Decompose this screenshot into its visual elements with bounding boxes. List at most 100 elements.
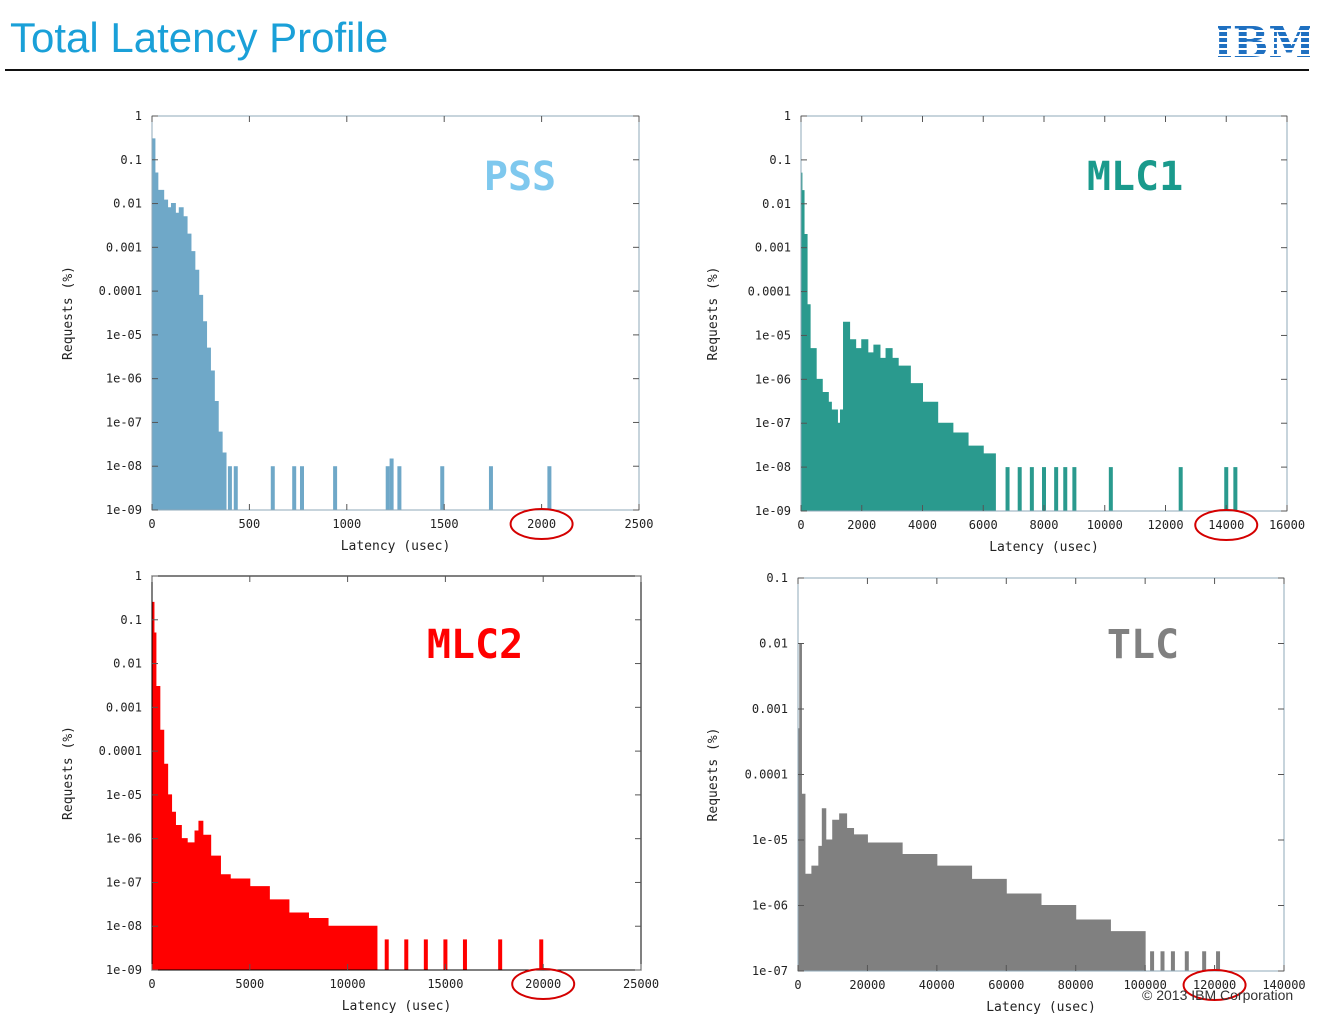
mlc2-y-tick-label: 1e-06 (106, 832, 142, 846)
tlc-y-tick-label: 1e-05 (752, 833, 788, 847)
mlc2-x-tick-label: 10000 (330, 977, 366, 991)
pss-y-tick-label: 1e-05 (106, 328, 142, 342)
mlc2-y-tick-label: 1e-07 (106, 875, 142, 889)
mlc1-y-tick-label: 0.0001 (748, 285, 791, 299)
tlc-outlier-bar (1150, 951, 1155, 971)
pss-outlier-bar (389, 458, 394, 510)
mlc1-x-tick-label: 12000 (1147, 518, 1183, 532)
mlc2-outlier-bar (384, 939, 389, 970)
ibm-logo: IBM (1218, 20, 1310, 60)
mlc2-outlier-bar (443, 939, 448, 970)
mlc2-x-axis-title: Latency (usec) (342, 999, 452, 1014)
ibm-logo-text: IBM (1218, 20, 1310, 60)
mlc1-outlier-bar (1042, 467, 1046, 511)
pss-chart-label: PSS (484, 154, 556, 200)
page-title: Total Latency Profile (10, 14, 389, 61)
pss-y-tick-label: 1e-07 (106, 415, 142, 429)
pss-y-tick-label: 0.001 (106, 240, 142, 254)
mlc1-histogram-area (800, 172, 996, 512)
mlc2-plot-frame (151, 575, 642, 971)
mlc1-outlier-bar (1108, 467, 1113, 511)
mlc2-y-tick-label: 0.01 (113, 657, 142, 671)
mlc1-x-tick-label: 2000 (847, 518, 876, 532)
mlc2-y-tick-label: 1e-08 (106, 919, 142, 933)
tlc-highlight-circle (1182, 969, 1247, 1001)
mlc1-x-tick-label: 4000 (908, 518, 937, 532)
pss-outlier-bar (488, 466, 493, 510)
tlc-x-tick-label: 40000 (919, 978, 955, 992)
mlc2-x-tick-label: 15000 (427, 977, 463, 991)
mlc2-y-tick-label: 1e-05 (106, 788, 142, 802)
pss-outlier-bar (270, 466, 275, 510)
tlc-x-tick-label: 20000 (849, 978, 885, 992)
pss-y-axis-title: Requests (%) (61, 266, 76, 360)
title-divider (5, 69, 1309, 71)
pss-outlier-bar (440, 466, 445, 510)
pss-x-tick-label: 500 (239, 517, 261, 531)
tlc-y-tick-label: 0.001 (752, 702, 788, 716)
mlc2-outlier-bar (539, 939, 544, 970)
mlc1-y-tick-label: 0.001 (755, 241, 791, 255)
tlc-y-tick-label: 0.01 (759, 637, 788, 651)
tlc-x-tick-label: 80000 (1058, 978, 1094, 992)
tlc-outlier-bar (1202, 951, 1207, 971)
tlc-x-tick-label: 100000 (1123, 978, 1166, 992)
tlc-x-tick-label: 140000 (1262, 978, 1305, 992)
pss-y-tick-label: 1e-09 (106, 503, 142, 517)
chart-tlc: 0.1 0.01 0.001 0.0001 1e-05 1e-06 1e-07 0 20000 4… (706, 571, 1306, 1015)
mlc2-chart-label: MLC2 (427, 622, 523, 668)
pss-outlier-bar (333, 466, 338, 510)
tlc-outlier-bar (1184, 951, 1189, 971)
mlc1-outlier-bar (1054, 467, 1059, 511)
mlc2-y-axis-title: Requests (%) (61, 726, 76, 820)
tlc-x-tick-label: 120000 (1193, 978, 1236, 992)
mlc1-y-axis-title: Requests (%) (706, 267, 721, 361)
pss-outlier-bar (547, 466, 552, 510)
mlc1-x-tick-label: 14000 (1208, 518, 1244, 532)
pss-x-axis-title: Latency (usec) (341, 539, 451, 554)
mlc2-y-tick-label: 0.0001 (99, 744, 142, 758)
pss-y-tick-label: 1e-08 (106, 459, 142, 473)
mlc1-outlier-bar (1029, 467, 1034, 511)
pss-histogram-area (151, 138, 227, 511)
mlc2-y-tick-label: 1e-09 (106, 963, 142, 977)
mlc2-highlight-circle (511, 968, 576, 1000)
copyright-footer: © 2013 IBM Corporation (1142, 987, 1294, 1003)
mlc1-outlier-bar (1224, 467, 1229, 511)
tlc-y-tick-label: 1e-06 (752, 899, 788, 913)
mlc1-outlier-bar (1233, 467, 1238, 511)
mlc1-x-tick-label: 16000 (1269, 518, 1305, 532)
pss-x-tick-label: 1500 (430, 517, 459, 531)
mlc1-y-tick-label: 1e-08 (755, 460, 791, 474)
tlc-outlier-bar (1160, 951, 1165, 971)
mlc2-outlier-bar (498, 939, 503, 970)
mlc1-outlier-bar (1178, 467, 1183, 511)
tlc-histogram-area (797, 643, 1146, 972)
tlc-x-tick-label: 60000 (988, 978, 1024, 992)
mlc2-x-tick-label: 5000 (235, 977, 264, 991)
pss-outlier-bar (233, 466, 238, 510)
mlc2-outlier-bar (462, 939, 467, 970)
chart-pss: 1 0.1 0.01 0.001 0.0001 1e-05 1e-06 1e-07 1e-08 1… (61, 109, 653, 554)
tlc-y-axis-title: Requests (%) (706, 728, 721, 822)
mlc1-y-tick-label: 1e-07 (755, 416, 791, 430)
chart-mlc1: 1 0.1 0.01 0.001 0.0001 1e-05 1e-06 1e-07 1e-08 1… (706, 109, 1305, 555)
mlc1-chart-label: MLC1 (1087, 154, 1183, 200)
mlc1-outlier-bar (1017, 467, 1022, 511)
tlc-y-tick-label: 0.0001 (745, 768, 788, 782)
pss-y-tick-label: 1 (135, 109, 142, 123)
pss-y-tick-label: 0.0001 (99, 284, 142, 298)
mlc1-y-tick-label: 0.01 (762, 197, 791, 211)
mlc1-x-tick-label: 6000 (969, 518, 998, 532)
pss-y-tick-label: 1e-06 (106, 372, 142, 386)
pss-outlier-bar (227, 466, 232, 510)
mlc2-y-tick-label: 1 (135, 569, 142, 583)
mlc1-y-tick-label: 1e-05 (755, 328, 791, 342)
mlc1-x-axis-title: Latency (usec) (989, 540, 1099, 555)
mlc1-outlier-bar (1005, 467, 1010, 511)
pss-plot-frame (151, 115, 640, 511)
pss-outlier-bar (292, 466, 297, 510)
pss-outlier-bar (385, 466, 390, 510)
mlc1-y-tick-label: 1 (784, 109, 791, 123)
tlc-y-tick-label: 1e-07 (752, 964, 788, 978)
